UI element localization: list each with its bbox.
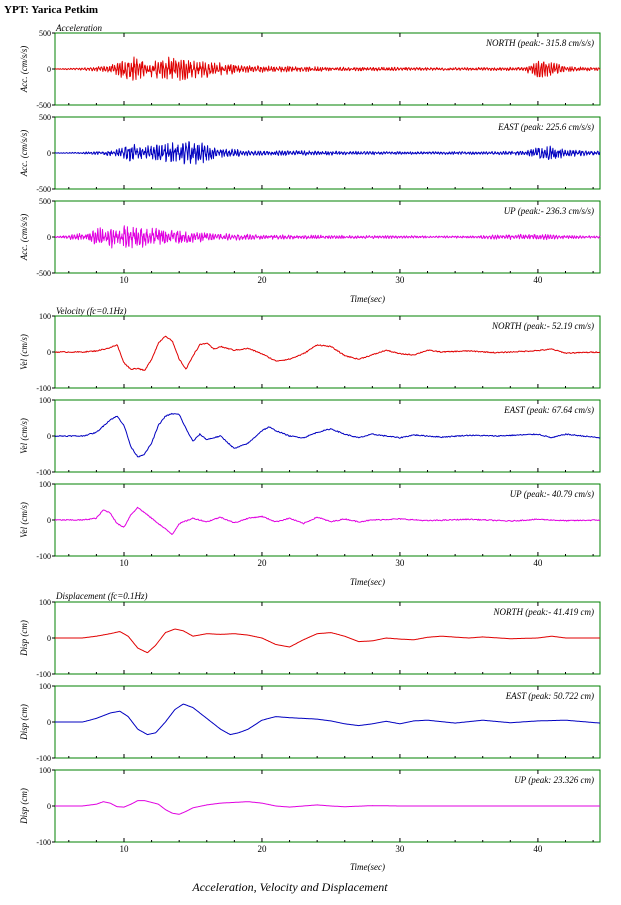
x-tick-label: 20 bbox=[257, 275, 267, 285]
x-tick-label: 40 bbox=[533, 275, 543, 285]
y-tick-label: -500 bbox=[36, 185, 51, 194]
y-axis-label: Disp (cm) bbox=[19, 620, 29, 657]
panel-north: 100 0 -100 Disp (cm) NORTH (peak:- 41.419 cm… bbox=[19, 598, 601, 679]
x-tick-label: 20 bbox=[257, 558, 267, 568]
trace-east bbox=[55, 703, 601, 736]
x-axis-label: Time(sec) bbox=[350, 294, 385, 304]
y-axis-label: Vel (cm/s) bbox=[19, 418, 29, 454]
y-tick-label: 0 bbox=[47, 718, 51, 727]
trace-east bbox=[54, 141, 601, 165]
peak-label: UP (peak:- 40.79 cm/s) bbox=[510, 489, 594, 499]
y-tick-label: 500 bbox=[39, 29, 51, 38]
y-tick-label: 100 bbox=[39, 396, 51, 405]
panel-east: 500 0 -500 Acc. (cm/s/s) EAST (peak: 225.6 c… bbox=[19, 113, 601, 194]
x-tick-label: 10 bbox=[119, 275, 129, 285]
peak-label: UP (peak:- 236.3 cm/s/s) bbox=[504, 206, 594, 216]
y-tick-label: 0 bbox=[47, 516, 51, 525]
peak-label: UP (peak: 23.326 cm) bbox=[514, 775, 594, 785]
y-axis-label: Vel (cm/s) bbox=[19, 502, 29, 538]
x-tick-label: 30 bbox=[395, 275, 405, 285]
y-tick-label: -100 bbox=[36, 468, 51, 477]
y-axis-label: Disp (cm) bbox=[19, 704, 29, 741]
trace-up bbox=[54, 225, 601, 249]
peak-label: NORTH (peak:- 52.19 cm/s) bbox=[491, 321, 594, 331]
x-tick-label: 10 bbox=[119, 558, 129, 568]
panel-up: 100 0 -100 Disp (cm) UP (peak: 23.326 cm) 10 2… bbox=[19, 766, 601, 872]
panel-east: 100 0 -100 Disp (cm) EAST (peak: 50.722 cm) bbox=[19, 682, 601, 763]
y-tick-label: -100 bbox=[36, 670, 51, 679]
y-tick-label: 0 bbox=[47, 348, 51, 357]
panel-east: 100 0 -100 Vel (cm/s) EAST (peak: 67.64 cm/s… bbox=[19, 396, 601, 477]
trace-up bbox=[55, 800, 600, 815]
y-axis-label: Acc. (cm/s/s) bbox=[19, 130, 29, 177]
trace-north bbox=[54, 335, 601, 371]
y-axis-label: Disp (cm) bbox=[19, 788, 29, 825]
chart-group-0: Acceleration 500 0 -500 Acc. (cm/s/s) NORTH (… bbox=[19, 23, 601, 304]
y-tick-label: 100 bbox=[39, 598, 51, 607]
trace-up bbox=[54, 506, 601, 535]
x-tick-label: 30 bbox=[395, 844, 405, 854]
y-tick-label: 0 bbox=[47, 802, 51, 811]
y-tick-label: 0 bbox=[47, 233, 51, 242]
peak-label: EAST (peak: 225.6 cm/s/s) bbox=[497, 122, 594, 132]
x-tick-label: 40 bbox=[533, 844, 543, 854]
y-axis-label: Acc. (cm/s/s) bbox=[19, 214, 29, 261]
y-tick-label: 100 bbox=[39, 312, 51, 321]
panel-up: 100 0 -100 Vel (cm/s) UP (peak:- 40.79 cm/s)… bbox=[19, 480, 601, 587]
y-tick-label: -500 bbox=[36, 101, 51, 110]
y-tick-label: 500 bbox=[39, 197, 51, 206]
peak-label: EAST (peak: 67.64 cm/s) bbox=[503, 405, 594, 415]
y-tick-label: -500 bbox=[36, 269, 51, 278]
y-tick-label: 0 bbox=[47, 149, 51, 158]
y-tick-label: -100 bbox=[36, 838, 51, 847]
peak-label: NORTH (peak:- 41.419 cm) bbox=[493, 607, 594, 617]
y-axis-label: Acc. (cm/s/s) bbox=[19, 46, 29, 93]
y-axis-label: Vel (cm/s) bbox=[19, 334, 29, 370]
y-tick-label: -100 bbox=[36, 384, 51, 393]
plot-area: Acceleration 500 0 -500 Acc. (cm/s/s) NORTH (… bbox=[19, 23, 601, 872]
y-tick-label: 500 bbox=[39, 113, 51, 122]
y-tick-label: 0 bbox=[47, 65, 51, 74]
x-axis-label: Time(sec) bbox=[350, 862, 385, 872]
trace-north bbox=[55, 628, 600, 654]
peak-label: EAST (peak: 50.722 cm) bbox=[505, 691, 594, 701]
trace-east bbox=[54, 412, 601, 458]
x-tick-label: 20 bbox=[257, 844, 267, 854]
panel-up: 500 0 -500 Acc. (cm/s/s) UP (peak:- 236.3 cm… bbox=[19, 197, 601, 304]
x-tick-label: 10 bbox=[119, 844, 129, 854]
y-tick-label: -100 bbox=[36, 754, 51, 763]
y-tick-label: 100 bbox=[39, 682, 51, 691]
panel-north: 100 0 -100 Vel (cm/s) NORTH (peak:- 52.19 cm… bbox=[19, 312, 601, 393]
station-title: YPT: Yarica Petkim bbox=[4, 4, 98, 16]
x-tick-label: 30 bbox=[395, 558, 405, 568]
trace-north bbox=[54, 56, 601, 81]
y-tick-label: -100 bbox=[36, 552, 51, 561]
group-label: Acceleration bbox=[55, 23, 102, 33]
x-axis-label: Time(sec) bbox=[350, 577, 385, 587]
y-tick-label: 100 bbox=[39, 480, 51, 489]
x-tick-label: 40 bbox=[533, 558, 543, 568]
figure-caption: Acceleration, Velocity and Displacement bbox=[191, 880, 388, 894]
y-tick-label: 0 bbox=[47, 634, 51, 643]
group-label: Displacement (fc=0.1Hz) bbox=[55, 591, 148, 601]
panel-north: 500 0 -500 Acc. (cm/s/s) NORTH (peak:- 315.8… bbox=[19, 29, 601, 110]
group-label: Velocity (fc=0.1Hz) bbox=[56, 306, 127, 316]
y-tick-label: 0 bbox=[47, 432, 51, 441]
peak-label: NORTH (peak:- 315.8 cm/s/s) bbox=[485, 38, 594, 48]
y-tick-label: 100 bbox=[39, 766, 51, 775]
